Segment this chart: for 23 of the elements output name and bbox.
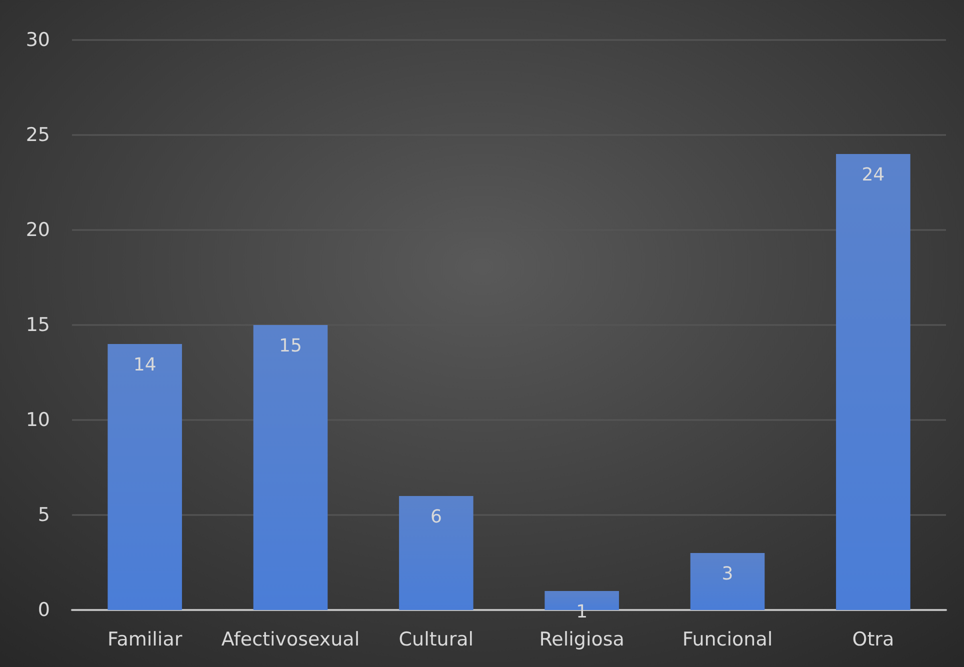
bar	[253, 325, 328, 610]
y-tick-label: 0	[38, 599, 50, 621]
x-tick-label: Cultural	[398, 628, 474, 650]
y-tick-label: 30	[26, 29, 50, 51]
x-tick-label: Funcional	[682, 628, 773, 650]
y-tick-label: 15	[26, 314, 50, 336]
x-tick-label: Afectivosexual	[221, 628, 360, 650]
x-tick-label: Familiar	[108, 628, 182, 650]
bar	[108, 344, 182, 610]
y-tick-label: 10	[26, 409, 50, 431]
data-label: 6	[430, 506, 442, 528]
y-tick-label: 5	[38, 504, 50, 526]
y-tick-label: 25	[26, 124, 50, 146]
bar	[399, 496, 474, 610]
data-label: 15	[279, 336, 302, 356]
data-label: 24	[862, 164, 885, 186]
data-label: 14	[133, 354, 156, 376]
bar	[836, 154, 910, 610]
x-tick-label: Religiosa	[539, 628, 624, 650]
bar	[690, 553, 765, 610]
x-tick-label: Otra	[852, 628, 894, 650]
y-tick-label: 20	[26, 219, 50, 241]
data-label: 3	[722, 564, 734, 584]
